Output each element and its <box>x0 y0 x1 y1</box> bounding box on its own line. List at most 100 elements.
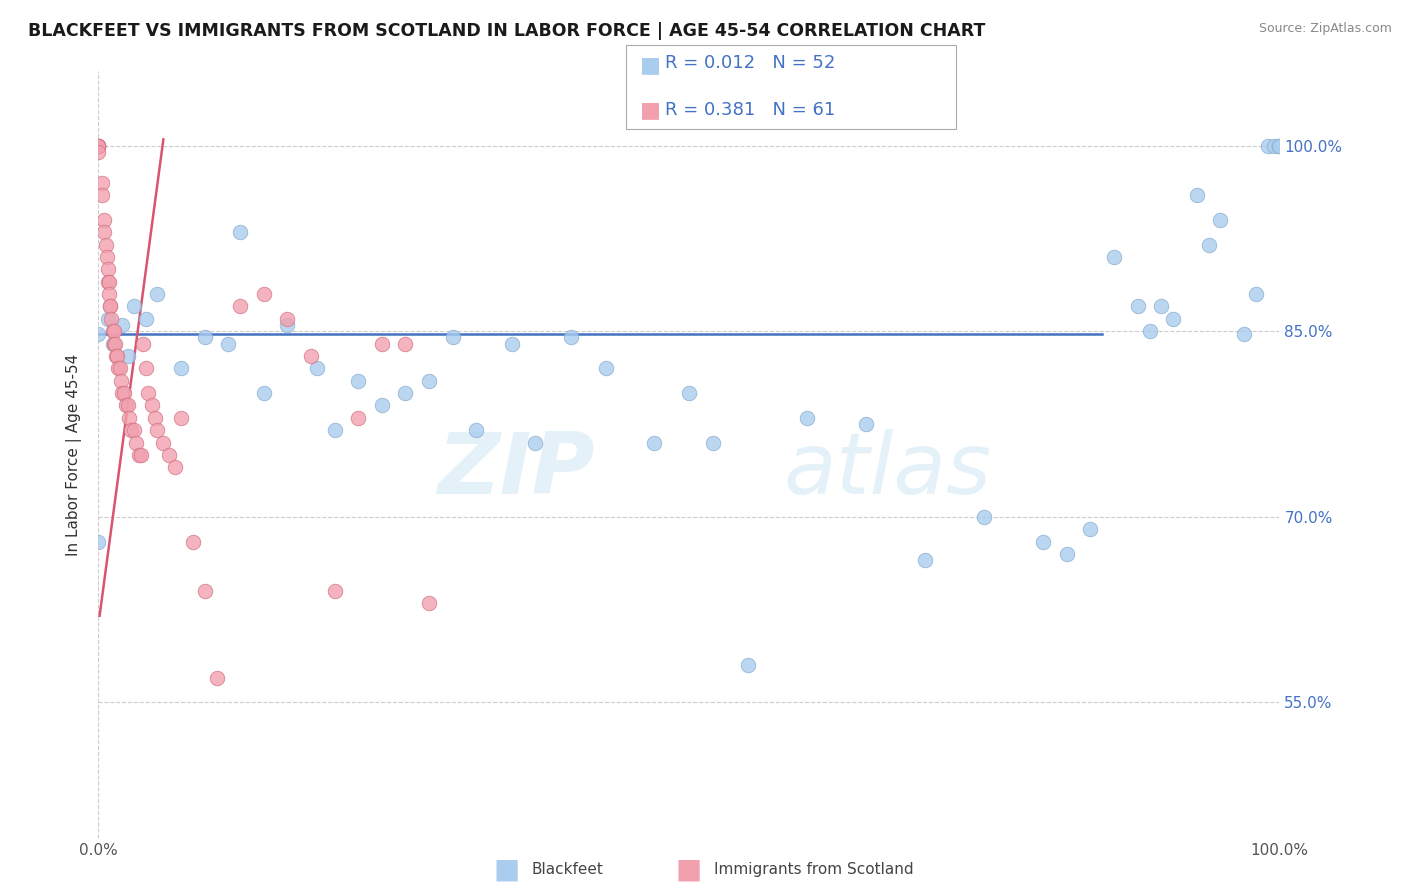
Point <box>111 386 134 401</box>
Point <box>678 386 700 401</box>
Point <box>643 435 665 450</box>
Point <box>1257 138 1279 153</box>
Point <box>97 311 120 326</box>
Point <box>143 410 166 425</box>
Point <box>87 138 110 153</box>
Point <box>112 386 135 401</box>
Point <box>135 361 157 376</box>
Point <box>217 336 239 351</box>
Point <box>1233 326 1256 341</box>
Point <box>205 671 228 685</box>
Point <box>91 176 114 190</box>
Point <box>87 138 110 153</box>
Point <box>229 300 252 314</box>
Point <box>87 138 110 153</box>
Point <box>103 336 125 351</box>
Point <box>118 410 141 425</box>
Point <box>146 423 169 437</box>
Point <box>1056 547 1078 561</box>
Point <box>253 386 276 401</box>
Point <box>96 250 118 264</box>
Point <box>181 534 204 549</box>
Point <box>111 318 134 332</box>
Point <box>371 399 394 413</box>
Point <box>1150 300 1173 314</box>
Point <box>108 361 131 376</box>
Point <box>323 584 346 599</box>
Point <box>122 300 145 314</box>
Point <box>87 534 110 549</box>
Point <box>347 374 370 388</box>
Point <box>1244 287 1267 301</box>
Text: BLACKFEET VS IMMIGRANTS FROM SCOTLAND IN LABOR FORCE | AGE 45-54 CORRELATION CHA: BLACKFEET VS IMMIGRANTS FROM SCOTLAND IN… <box>28 22 986 40</box>
Point <box>973 509 995 524</box>
Point <box>93 225 115 239</box>
Point <box>165 460 187 475</box>
Point <box>87 326 110 341</box>
Point <box>117 349 139 363</box>
Point <box>110 374 132 388</box>
Point <box>91 188 114 202</box>
Point <box>1185 188 1208 202</box>
Point <box>104 336 127 351</box>
Point <box>1268 138 1291 153</box>
Point <box>98 300 121 314</box>
Point <box>87 138 110 153</box>
Point <box>276 311 298 326</box>
Point <box>1209 212 1232 227</box>
Point <box>135 311 157 326</box>
Point <box>371 336 394 351</box>
Point <box>418 596 440 610</box>
Point <box>194 330 217 344</box>
Text: atlas: atlas <box>783 429 991 512</box>
Point <box>305 361 328 376</box>
Text: ■: ■ <box>640 101 661 120</box>
Point <box>394 336 416 351</box>
Point <box>170 361 193 376</box>
Point <box>1139 324 1161 338</box>
Point <box>1161 311 1184 326</box>
Y-axis label: In Labor Force | Age 45-54: In Labor Force | Age 45-54 <box>66 354 82 556</box>
Point <box>194 584 217 599</box>
Point <box>98 300 121 314</box>
Point <box>157 448 180 462</box>
Point <box>1198 237 1220 252</box>
Text: ■: ■ <box>676 855 702 884</box>
Point <box>152 435 174 450</box>
Point <box>1032 534 1054 549</box>
Point <box>105 349 128 363</box>
Text: Blackfeet: Blackfeet <box>531 863 603 877</box>
Point <box>560 330 582 344</box>
Point <box>121 423 143 437</box>
Text: Source: ZipAtlas.com: Source: ZipAtlas.com <box>1258 22 1392 36</box>
Point <box>98 287 121 301</box>
Point <box>87 138 110 153</box>
Point <box>323 423 346 437</box>
Point <box>229 225 252 239</box>
Point <box>347 410 370 425</box>
Point <box>465 423 488 437</box>
Point <box>1263 138 1285 153</box>
Point <box>87 145 110 159</box>
Point <box>1102 250 1125 264</box>
Point <box>914 553 936 567</box>
Point <box>1080 522 1102 536</box>
Point <box>299 349 322 363</box>
Point <box>128 448 150 462</box>
Point <box>1268 138 1291 153</box>
Point <box>524 435 547 450</box>
Point <box>441 330 464 344</box>
Point <box>418 374 440 388</box>
Point <box>98 275 121 289</box>
Point <box>132 336 155 351</box>
Point <box>94 237 117 252</box>
Text: ZIP: ZIP <box>437 429 595 512</box>
Point <box>170 410 193 425</box>
Point <box>796 410 818 425</box>
Point <box>97 262 120 277</box>
Point <box>1126 300 1149 314</box>
Point <box>103 324 125 338</box>
Point <box>97 275 120 289</box>
Point <box>105 349 128 363</box>
Point <box>107 361 129 376</box>
